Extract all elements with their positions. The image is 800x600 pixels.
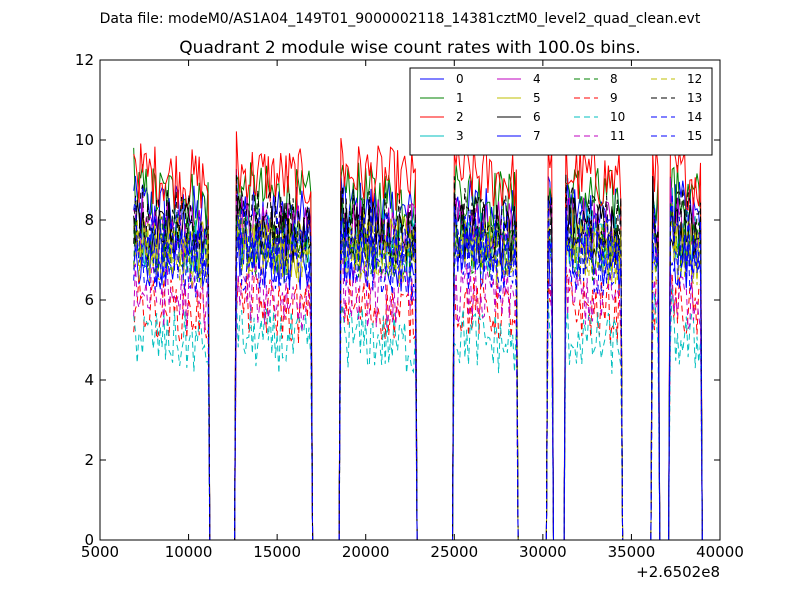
series-line-13	[133, 173, 705, 540]
x-tick-label: 25000	[430, 543, 478, 561]
y-tick-label: 12	[75, 51, 94, 69]
x-tick-label: 10000	[165, 543, 213, 561]
legend-label-8: 8	[610, 72, 618, 86]
legend-label-14: 14	[687, 110, 702, 124]
y-tick-label: 8	[84, 211, 94, 229]
legend-label-5: 5	[533, 91, 541, 105]
y-tick-label: 10	[75, 131, 94, 149]
legend-label-7: 7	[533, 129, 541, 143]
series-line-2	[133, 125, 705, 540]
series-line-4	[133, 177, 705, 540]
x-tick-label: 40000	[696, 543, 744, 561]
series-line-7	[133, 203, 705, 540]
series-line-1	[133, 147, 705, 540]
y-tick-label: 6	[84, 291, 94, 309]
series-line-14	[133, 207, 705, 540]
legend-label-10: 10	[610, 110, 625, 124]
x-tick-label: 20000	[342, 543, 390, 561]
legend-label-0: 0	[456, 72, 464, 86]
series-line-8	[133, 202, 705, 540]
legend-label-9: 9	[610, 91, 618, 105]
chart-title: Quadrant 2 module wise count rates with …	[179, 38, 640, 58]
legend-box	[409, 67, 713, 156]
legend-label-3: 3	[456, 129, 464, 143]
suptitle: Data file: modeM0/AS1A04_149T01_90000021…	[100, 11, 701, 27]
legend-label-6: 6	[533, 110, 541, 124]
legend-label-15: 15	[687, 129, 702, 143]
legend-label-4: 4	[533, 72, 541, 86]
legend-label-11: 11	[610, 129, 625, 143]
series-line-10	[133, 284, 705, 540]
legend-label-1: 1	[456, 91, 464, 105]
y-tick-label: 0	[84, 531, 94, 549]
x-tick-label: 30000	[519, 543, 567, 561]
series-line-0	[133, 168, 705, 540]
series-line-5	[133, 204, 705, 540]
x-offset-label: +2.6502e8	[636, 563, 720, 581]
x-tick-label: 35000	[608, 543, 656, 561]
series-line-12	[133, 208, 705, 540]
y-tick-label: 2	[84, 451, 94, 469]
x-tick-label: 5000	[81, 543, 119, 561]
y-tick-label: 4	[84, 371, 94, 389]
x-tick-label: 15000	[253, 543, 301, 561]
x-ticks: 5000 10000 15000 20000 25000 30000 35000 40000	[81, 60, 744, 561]
legend-label-2: 2	[456, 110, 464, 124]
legend-label-13: 13	[687, 91, 702, 105]
series-layer	[133, 125, 705, 540]
legend-label-12: 12	[687, 72, 702, 86]
series-line-9	[133, 273, 705, 540]
